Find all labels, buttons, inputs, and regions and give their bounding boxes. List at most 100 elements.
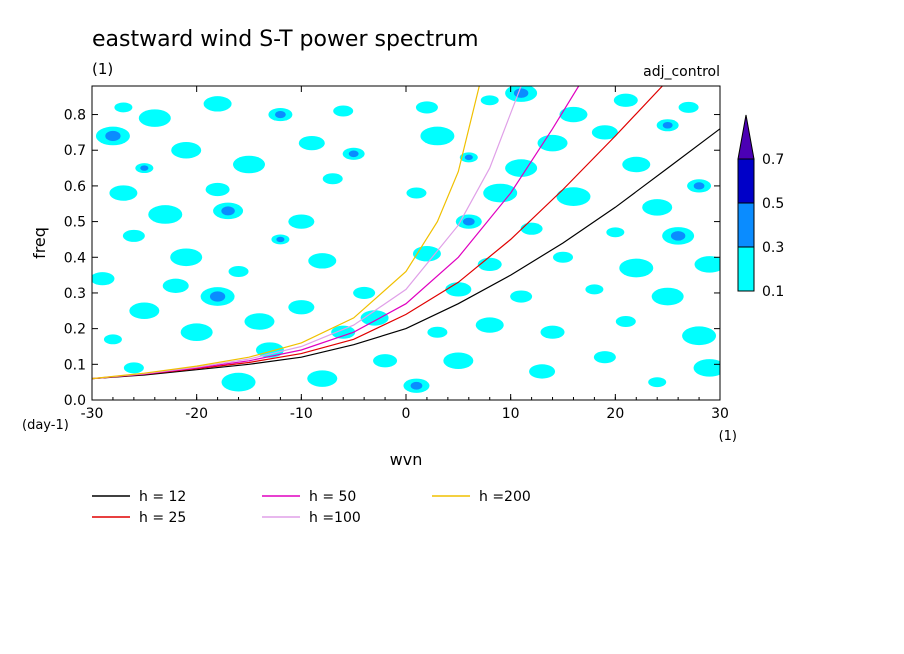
spectrum-patch	[221, 372, 256, 392]
y-tick-label: 0.7	[64, 143, 86, 159]
x-tick-label: 0	[402, 406, 411, 422]
spectrum-patch	[606, 227, 625, 238]
spectrum-patch	[642, 199, 673, 216]
legend-label: h =200	[479, 489, 531, 505]
spectrum-patch	[360, 310, 389, 326]
spectrum-patch	[122, 229, 145, 242]
x-tick-label: 30	[711, 406, 729, 422]
y-tick-label: 0.4	[64, 250, 86, 266]
spectrum-patch	[171, 141, 202, 159]
spectrum-patch	[103, 334, 122, 345]
spectrum-patch	[129, 302, 160, 320]
y-tick-label: 0.5	[64, 215, 86, 231]
spectrum-patch	[233, 155, 265, 174]
spectrum-patch	[307, 370, 338, 387]
spectrum-patch-core	[105, 130, 121, 142]
spectrum-patch	[694, 256, 720, 273]
y-axis-unit: (day-1)	[22, 418, 69, 433]
y-axis: 0.0 0.1 0.2 0.3 0.4 0.5 0.6 0.7 0.8	[64, 108, 720, 409]
dispersion-curve	[92, 86, 480, 380]
x-axis: -30 -20 -10 0 10 20 30	[81, 86, 729, 422]
chart-subtitle: (1)	[92, 60, 113, 78]
spectrum-patch-core	[410, 381, 423, 390]
spectrum-patch	[288, 300, 315, 315]
spectrum-patch	[353, 286, 376, 300]
legend: h = 12 h = 25 h = 50 h =100 h =200	[92, 489, 531, 526]
spectrum-patch	[483, 183, 518, 203]
spectrum-patch-core	[276, 236, 285, 243]
spectrum-patch	[228, 266, 249, 278]
y-tick-label: 0.2	[64, 322, 86, 338]
spectrum-patch	[585, 284, 604, 295]
spectrum-patch	[109, 185, 138, 201]
spectrum-patch	[520, 222, 543, 235]
legend-label: h =100	[309, 510, 361, 526]
spectrum-patch	[308, 253, 337, 269]
x-tick-label: -30	[81, 406, 104, 422]
spectrum-patch	[415, 101, 438, 114]
dispersion-curve	[92, 128, 720, 380]
spectrum-patch-core	[662, 121, 673, 129]
spectrum-patch	[333, 105, 354, 117]
spectrum-patch	[556, 187, 591, 206]
spectrum-patch	[648, 377, 667, 388]
x-tick-label: 20	[606, 406, 624, 422]
dispersion-curves	[92, 86, 720, 380]
y-tick-label: 0.1	[64, 357, 86, 373]
dispersion-curve	[92, 86, 522, 380]
spectrum-patch	[255, 342, 284, 358]
spectrum-patch	[529, 364, 556, 379]
colorbar: 0.1 0.3 0.5 0.7	[737, 114, 784, 300]
spectrum-patch	[373, 354, 398, 368]
dispersion-curve	[92, 86, 663, 380]
spectrum-patch-core	[670, 231, 686, 241]
spectrum-patch	[510, 290, 533, 303]
spectrum-patch	[615, 316, 636, 327]
spectrum-patch	[480, 95, 499, 106]
spectrum-patch	[443, 352, 474, 369]
x-tick-label: -20	[185, 406, 208, 422]
y-tick-label: 0.3	[64, 286, 86, 302]
y-axis-label: freq	[30, 227, 49, 259]
spectrum-patch	[203, 96, 232, 112]
spectrum-patch	[445, 282, 472, 297]
spectrum-patch	[622, 156, 651, 173]
power-spectrum-field	[92, 86, 720, 393]
spectrum-patch	[613, 93, 638, 107]
run-name-label: adj_control	[643, 64, 720, 80]
chart-title: eastward wind S-T power spectrum	[92, 27, 479, 52]
colorbar-segment	[737, 246, 755, 292]
spectrum-patch	[540, 325, 565, 339]
colorbar-segment	[737, 202, 755, 248]
x-axis-label: wvn	[390, 450, 423, 469]
x-tick-label: 10	[502, 406, 520, 422]
spectrum-patch-core	[221, 206, 235, 216]
spectrum-patch	[298, 135, 325, 151]
spectrum-patch-core	[209, 291, 226, 302]
colorbar-label: 0.7	[762, 152, 784, 168]
legend-label: h = 50	[309, 489, 356, 505]
spectrum-patch-core	[464, 154, 473, 161]
spectrum-patch	[138, 109, 171, 127]
spectrum-patch-core	[513, 88, 529, 98]
legend-label: h = 25	[139, 510, 186, 526]
spectrum-patch	[537, 134, 568, 152]
spectrum-patch	[678, 101, 699, 113]
spectrum-patch	[162, 278, 189, 293]
spectrum-patch	[475, 317, 504, 333]
spectrum-patch	[682, 326, 717, 346]
spectrum-patch	[322, 173, 343, 185]
spectrum-patch	[591, 125, 618, 140]
spectrum-patch-core	[140, 165, 149, 171]
spectrum-patch-core	[348, 150, 359, 158]
spectrum-patch	[593, 351, 616, 364]
x-axis-unit: (1)	[719, 429, 737, 444]
spectrum-patch-core	[462, 217, 475, 226]
spectrum-patch	[288, 214, 315, 229]
spectrum-patch	[559, 106, 588, 123]
colorbar-segment	[737, 158, 755, 204]
legend-label: h = 12	[139, 489, 186, 505]
spectrum-patch	[619, 258, 654, 278]
y-tick-label: 0.0	[64, 393, 86, 409]
